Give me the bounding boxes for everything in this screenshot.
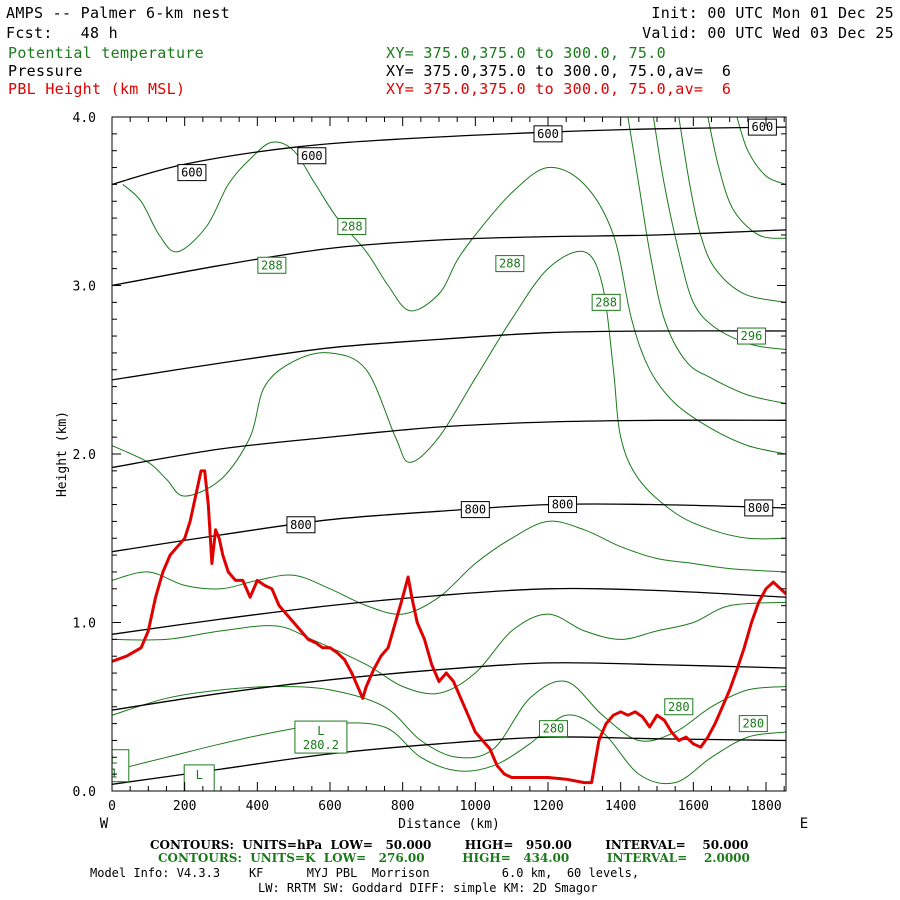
- pressure-contour-950: [112, 736, 786, 785]
- pressure-label-1-text: 600: [301, 149, 323, 163]
- low-label-letter-2: L: [110, 753, 117, 767]
- y-tick-label: 2.0: [73, 448, 96, 463]
- axes: 0 200 400 600 800 1000 1200 1400 1600 1800 0.0 1.0 2…: [55, 111, 808, 832]
- low-label-2: L1: [110, 749, 130, 783]
- pressure-label-6-text: 800: [552, 498, 574, 512]
- theta-label-1-text: 288: [261, 258, 283, 272]
- theta-contour-282: [112, 680, 786, 759]
- chart-title: AMPS -- Palmer 6-km nest: [6, 4, 230, 22]
- pressure-label-2-text: 600: [537, 127, 559, 141]
- footer-pressure-contours: CONTOURS: UNITS=hPa LOW= 50.000 HIGH= 95…: [150, 838, 749, 852]
- valid-time: Valid: 00 UTC Wed 03 Dec 25: [642, 24, 894, 42]
- theta-label-1: 288: [257, 256, 287, 274]
- x-tick-label: 0: [108, 799, 116, 814]
- pressure-label-3: 600: [747, 118, 777, 136]
- legend-pressure-label: Pressure: [8, 62, 83, 80]
- pressure-label-7: 800: [744, 499, 774, 517]
- y-tick-label: 1.0: [73, 617, 96, 632]
- x-tick-label: 1000: [460, 799, 491, 814]
- y-axis-title: Height (km): [55, 411, 70, 497]
- pressure-contour-900: [112, 662, 786, 711]
- theta-contour-290: [122, 141, 786, 455]
- theta-label-2: 288: [495, 255, 525, 273]
- theta-label-4: 296: [736, 327, 766, 345]
- footer-theta-contours: CONTOURS: UNITS=K LOW= 276.00 HIGH= 434.…: [158, 851, 750, 865]
- pressure-label-6: 800: [548, 496, 578, 514]
- pbl-height-line: [112, 469, 786, 785]
- theta-contour-292: [627, 117, 786, 404]
- theta-label-5: 280: [538, 720, 568, 738]
- pressure-label-4: 800: [286, 516, 316, 534]
- theta-contour-298: [707, 117, 786, 239]
- x-tick-label: 400: [246, 799, 269, 814]
- pressure-contour-650: [112, 229, 786, 287]
- init-time: Init: 00 UTC Mon 01 Dec 25: [651, 4, 894, 22]
- theta-label-3-text: 288: [595, 295, 617, 309]
- forecast-hour: Fcst: 48 h: [6, 24, 118, 42]
- pressure-contour-700: [112, 330, 786, 381]
- x-tick-label: 1400: [605, 799, 636, 814]
- east-label: E: [800, 816, 808, 832]
- low-label-letter-1: L: [196, 768, 203, 782]
- legend-pbl-label: PBL Height (km MSL): [8, 80, 186, 98]
- pressure-contour-850: [112, 587, 786, 635]
- theta-label-7-text: 280: [742, 717, 764, 731]
- footer-model-info-2: LW: RRTM SW: Goddard DIFF: simple KM: 2D…: [258, 881, 598, 895]
- y-tick-label: 4.0: [73, 111, 96, 126]
- y-tick-label: 0.0: [73, 785, 96, 800]
- pressure-contour-800: [112, 503, 786, 553]
- footer-model-info: Model Info: V4.3.3 KF MYJ PBL Morrison 6…: [90, 866, 640, 880]
- pressure-label-0-text: 600: [181, 166, 203, 180]
- low-label-letter-0: L: [317, 724, 324, 738]
- x-tick-label: 1800: [750, 799, 781, 814]
- y-tick-label: 3.0: [73, 280, 96, 295]
- theta-label-7: 280: [738, 715, 768, 733]
- theta-label-6-text: 280: [668, 700, 690, 714]
- x-axis-title: Distance (km): [398, 817, 500, 832]
- pressure-label-7-text: 800: [748, 501, 770, 515]
- theta-contour-286: [112, 520, 786, 615]
- theta-label-2-text: 288: [499, 257, 521, 271]
- west-label: W: [100, 816, 109, 832]
- theta-label-5-text: 280: [543, 722, 565, 736]
- x-tick-label: 1200: [532, 799, 563, 814]
- theta-contour-296: [678, 117, 786, 303]
- pressure-label-5: 800: [460, 501, 490, 519]
- theta-contour-300: [736, 117, 786, 185]
- legend-pbl-xy: XY= 375.0,375.0 to 300.0, 75.0,av= 6: [386, 80, 732, 98]
- theta-label-6: 280: [664, 698, 694, 716]
- plot-area: 600 600 600 600 800 800 800 800 288 288 288 288 296 2…: [110, 117, 786, 791]
- theta-label-0: 288: [337, 218, 367, 236]
- pressure-label-1: 600: [297, 147, 327, 165]
- pressure-label-2: 600: [533, 125, 563, 143]
- x-tick-label: 200: [173, 799, 196, 814]
- theta-label-3: 288: [591, 293, 621, 311]
- theta-contour-280: [112, 714, 786, 785]
- pressure-label-5-text: 800: [464, 503, 486, 517]
- pressure-label-4-text: 800: [290, 518, 312, 532]
- low-label-value-0: 280.2: [303, 738, 339, 752]
- x-tick-label: 600: [318, 799, 341, 814]
- pressure-contour-600: [112, 126, 786, 186]
- theta-contour-288: [112, 250, 786, 540]
- theta-label-0-text: 288: [341, 220, 363, 234]
- x-tick-label: 800: [391, 799, 414, 814]
- legend-pressure-xy: XY= 375.0,375.0 to 300.0, 75.0,av= 6: [386, 62, 732, 80]
- pressure-contour-750: [112, 419, 786, 469]
- pressure-label-3-text: 600: [752, 120, 774, 134]
- low-label-1: L: [183, 764, 215, 791]
- pressure-label-0: 600: [177, 164, 207, 182]
- theta-label-4-text: 296: [741, 329, 763, 343]
- legend-theta-label: Potential temperature: [8, 44, 204, 62]
- x-tick-label: 1600: [678, 799, 709, 814]
- theta-contour-284: [112, 601, 786, 695]
- legend-theta-xy: XY= 375.0,375.0 to 300.0, 75.0: [386, 44, 666, 62]
